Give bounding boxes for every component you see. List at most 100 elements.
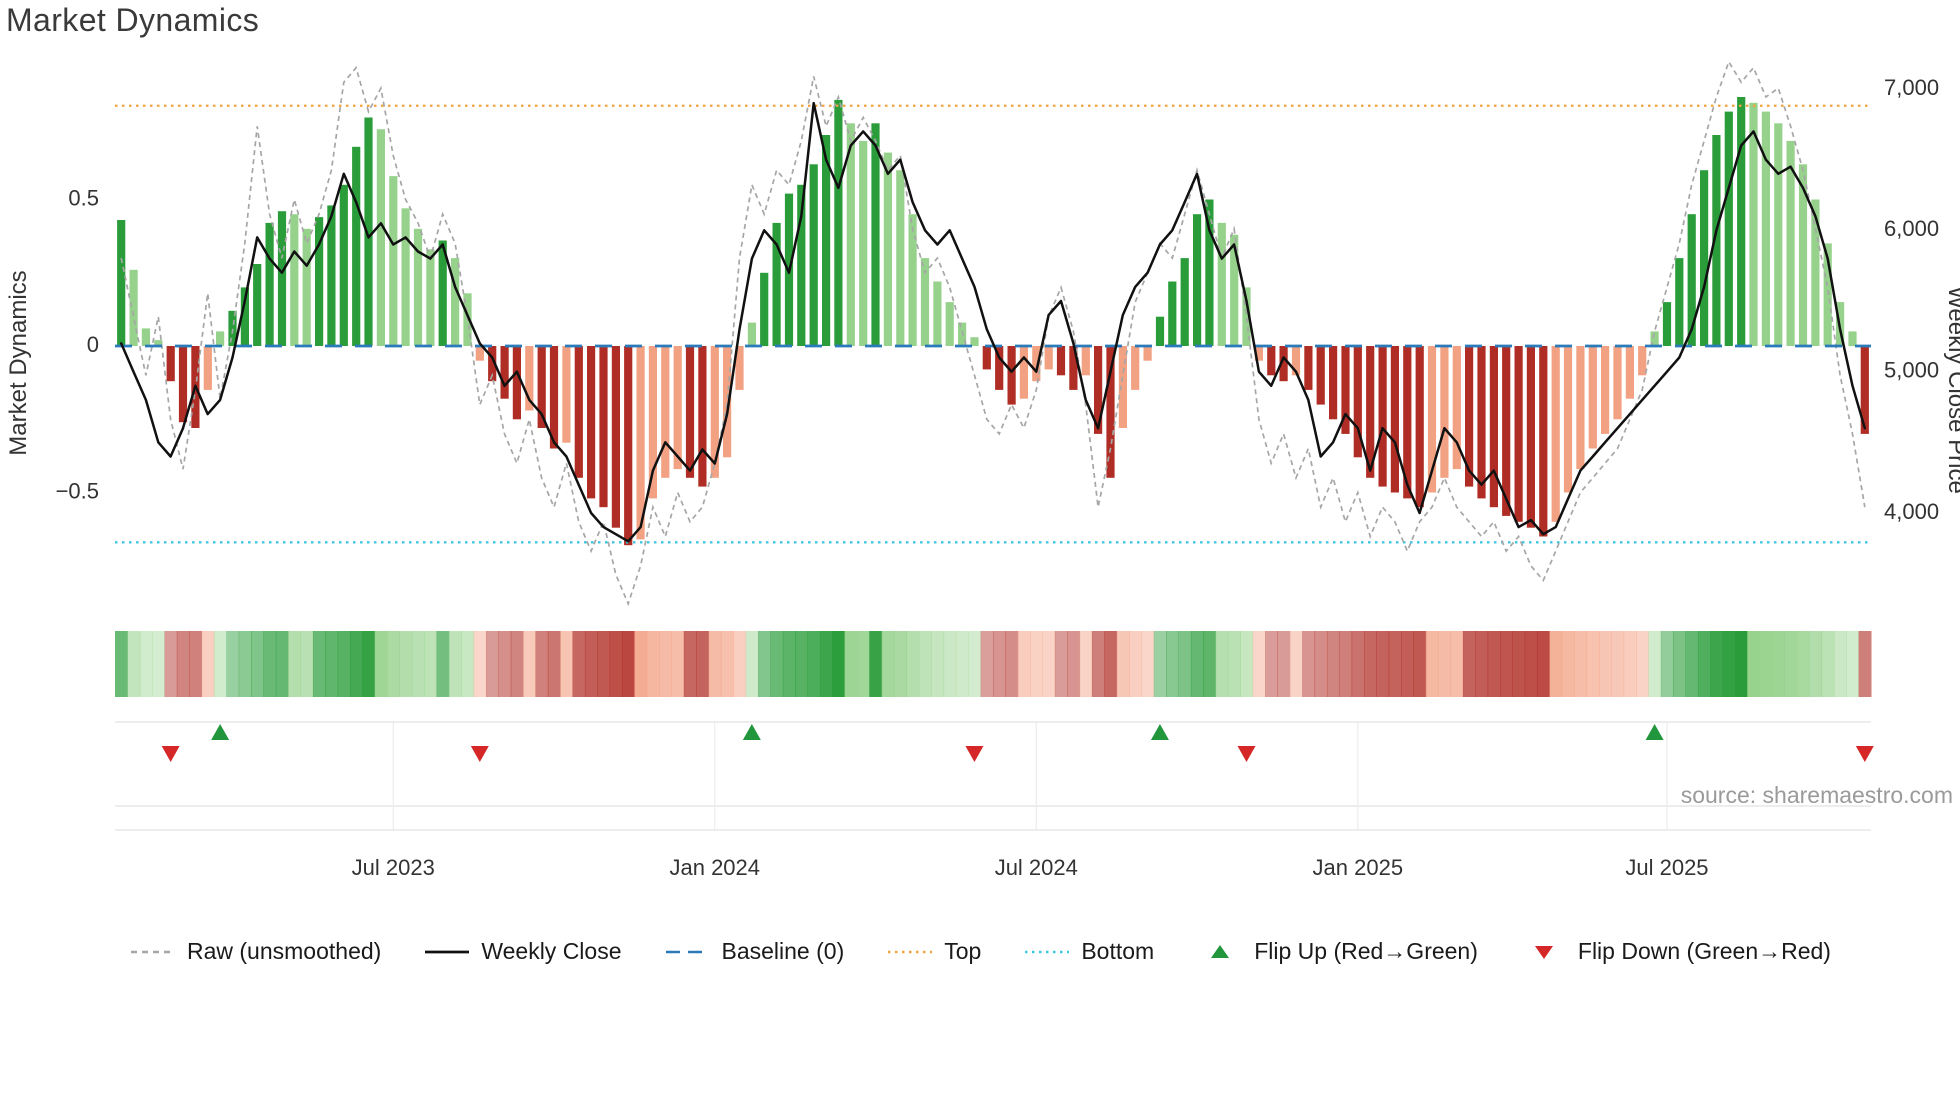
heatmap-cell xyxy=(1512,631,1526,697)
oscillator-bar xyxy=(1650,331,1659,347)
oscillator-bar xyxy=(512,346,521,420)
heatmap-cell xyxy=(461,631,475,697)
oscillator-bar xyxy=(1749,102,1758,346)
heatmap-cell xyxy=(696,631,710,697)
heatmap-cell xyxy=(1500,631,1513,697)
oscillator-bar xyxy=(1155,316,1165,346)
oscillator-bar xyxy=(1180,258,1189,346)
oscillator-bar xyxy=(315,217,324,346)
heatmap-cell xyxy=(1772,631,1785,697)
oscillator-bar xyxy=(401,208,410,346)
heatmap-cell xyxy=(745,631,759,697)
heatmap-cell xyxy=(1846,631,1860,697)
heatmap-cell xyxy=(634,631,648,697)
heatmap-cell xyxy=(1784,631,1798,697)
heatmap-cell xyxy=(819,631,833,697)
oscillator-bar xyxy=(685,346,695,478)
heatmap-cell xyxy=(523,631,536,697)
oscillator-bar xyxy=(599,346,608,508)
right-tick-label: 5,000 xyxy=(1884,357,1939,382)
oscillator-bar xyxy=(933,281,942,346)
heatmap-cell xyxy=(1326,631,1340,697)
heatmap-cell xyxy=(201,631,215,697)
heatmap-cell xyxy=(337,631,351,697)
oscillator-bar xyxy=(611,346,620,528)
oscillator-bar xyxy=(587,346,596,499)
heatmap-cell xyxy=(1747,631,1761,697)
oscillator-bar xyxy=(1427,346,1437,493)
heatmap-cell xyxy=(448,631,462,697)
oscillator-bar xyxy=(1662,302,1672,346)
heatmap-cell xyxy=(1228,631,1241,697)
oscillator-bar xyxy=(1415,346,1424,508)
heatmap-cell xyxy=(1364,631,1377,697)
oscillator-bar xyxy=(1761,111,1770,346)
heatmap-cell xyxy=(1735,631,1748,697)
oscillator-bar xyxy=(1514,346,1523,522)
flip-up-marker-icon xyxy=(1150,724,1169,740)
legend-label: Raw (unsmoothed) xyxy=(187,938,382,964)
heatmap-cell xyxy=(350,631,363,697)
oscillator-bar xyxy=(364,117,373,346)
reference-lines xyxy=(115,104,1871,544)
legend-label: Baseline (0) xyxy=(721,938,845,964)
heatmap-cell xyxy=(906,631,920,697)
legend-item-top: Top xyxy=(886,938,981,965)
heatmap-cell xyxy=(980,631,994,697)
heatmap-cell xyxy=(535,631,549,697)
heatmap-cell xyxy=(955,631,969,697)
weekly-close-line xyxy=(119,101,1867,543)
heatmap-cell xyxy=(671,631,685,697)
oscillator-bar xyxy=(1737,97,1746,346)
heatmap-cell xyxy=(325,631,339,697)
heatmap-cell xyxy=(1586,631,1600,697)
heatmap-cell xyxy=(1425,631,1439,697)
heatmap-cell xyxy=(1475,631,1489,697)
oscillator-bar xyxy=(1613,346,1622,420)
heatmap-cell xyxy=(510,631,524,697)
flip-down-legend-glyph-icon xyxy=(1534,945,1553,959)
legend-label: Flip Up (Red→Green) xyxy=(1254,938,1478,964)
heatmap-cell xyxy=(1648,631,1662,697)
oscillator-bar xyxy=(1242,287,1251,346)
oscillator-bar xyxy=(1390,346,1399,493)
oscillator-bar xyxy=(1823,243,1832,346)
heatmap-cell xyxy=(1537,631,1550,697)
heatmap-cell xyxy=(1413,631,1427,697)
heatmap-cell xyxy=(300,631,314,697)
heatmap-cell xyxy=(1203,631,1217,697)
oscillator-bar xyxy=(562,346,571,443)
right-tick-label: 6,000 xyxy=(1884,216,1939,241)
heatmap-cell xyxy=(547,631,561,697)
heatmap-cell xyxy=(424,631,438,697)
oscillator-bar xyxy=(982,346,991,370)
oscillator-bar xyxy=(413,228,423,346)
oscillator-bar xyxy=(1267,346,1276,376)
oscillator-bar xyxy=(302,228,311,346)
x-tick-label: Jul 2023 xyxy=(352,855,435,880)
oscillator-bar xyxy=(1007,346,1016,405)
heatmap-cell xyxy=(1685,631,1699,697)
heatmap-cell xyxy=(1809,631,1823,697)
oscillator-bar xyxy=(1019,346,1028,399)
x-tick-label: Jul 2025 xyxy=(1625,855,1708,880)
oscillator-bar xyxy=(1724,111,1733,346)
oscillator-bar xyxy=(327,205,336,346)
oscillator-bar xyxy=(772,222,781,346)
heatmap-cell xyxy=(115,631,128,697)
heatmap-cell xyxy=(1339,631,1353,697)
oscillator-bar xyxy=(1056,346,1066,376)
oscillator-bar xyxy=(1329,346,1338,420)
flip-up-marker-icon xyxy=(211,724,230,740)
oscillator-bar xyxy=(809,164,818,346)
oscillator-bar xyxy=(1502,346,1511,516)
heatmap-cell xyxy=(213,631,227,697)
oscillator-bar xyxy=(846,123,855,346)
oscillator-bar xyxy=(797,184,806,346)
oscillator-bar xyxy=(1366,346,1375,478)
legend-item-flip-up: Flip Up (Red→Green) xyxy=(1196,938,1478,965)
right-tick-label: 7,000 xyxy=(1884,75,1939,100)
legend-item-bottom: Bottom xyxy=(1023,938,1154,965)
oscillator-bar xyxy=(1205,199,1214,346)
heatmap-cell xyxy=(708,631,722,697)
